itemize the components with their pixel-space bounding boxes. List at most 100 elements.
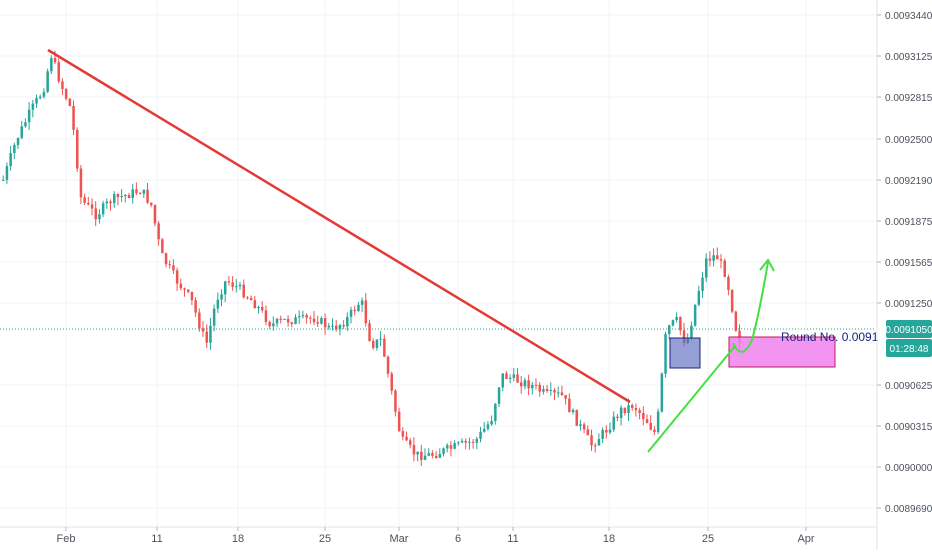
candle-down — [631, 405, 634, 409]
candle-up — [331, 325, 334, 327]
candle-down — [372, 340, 375, 348]
candle-up — [9, 153, 12, 167]
candle-down — [342, 325, 345, 327]
downtrend-line[interactable] — [47, 48, 631, 404]
candle-up — [579, 424, 582, 426]
candle-up — [360, 300, 364, 305]
candle-down — [553, 390, 556, 393]
candle-down — [364, 300, 368, 324]
price-tick-label: 0.0089690 — [885, 504, 932, 515]
candle-down — [708, 258, 712, 261]
candle-down — [594, 445, 597, 447]
time-tick-label: 25 — [319, 533, 331, 545]
grid — [0, 0, 877, 527]
candle-down — [386, 356, 390, 374]
candle-up — [446, 445, 449, 449]
candle-up — [668, 325, 671, 335]
candle-up — [494, 403, 497, 422]
candle-down — [394, 390, 397, 412]
candle-down — [649, 423, 652, 430]
candle-down — [723, 260, 726, 277]
candle-down — [505, 373, 508, 379]
candle-down — [168, 264, 171, 266]
candle-up — [298, 316, 301, 318]
candle-up — [612, 416, 615, 430]
candle-up — [294, 317, 297, 325]
time-tick-label: 18 — [603, 533, 615, 545]
round-number-label: Round No. 0.0091 — [781, 330, 879, 344]
candle-down — [279, 318, 282, 320]
blue-support-box[interactable] — [669, 337, 701, 369]
candle-up — [712, 255, 715, 261]
candle-up — [238, 284, 242, 287]
candle-up — [501, 373, 504, 388]
candle-down — [72, 106, 75, 130]
candle-down — [719, 259, 723, 261]
candle-down — [109, 201, 112, 204]
price-axis[interactable]: 0.0093440 0.0093125 0.0092815 0.0092500 0.00… — [877, 11, 932, 515]
candle-up — [5, 166, 9, 180]
candle-down — [190, 291, 194, 301]
candle-up — [209, 325, 212, 343]
candle-up — [105, 201, 109, 204]
uptrend-line[interactable] — [647, 345, 736, 453]
candle-up — [379, 338, 382, 340]
candle-down — [194, 300, 197, 313]
forecast-arrow[interactable] — [732, 261, 769, 353]
candle-down — [187, 289, 190, 292]
candle-down — [157, 223, 160, 240]
candle-down — [201, 328, 205, 332]
candle-down — [57, 62, 60, 82]
candle-down — [605, 429, 608, 433]
candle-down — [645, 419, 649, 424]
candle-down — [727, 276, 730, 290]
candle-down — [545, 389, 549, 391]
candle-down — [534, 384, 538, 386]
candle-down — [623, 407, 627, 413]
candle-up — [327, 325, 331, 328]
time-axis[interactable]: Feb 11 18 25 Mar 6 11 18 25 Apr — [57, 527, 815, 545]
candle-down — [420, 451, 423, 460]
candle-up — [2, 179, 5, 181]
candle-down — [568, 398, 571, 413]
candle-up — [320, 318, 323, 324]
candle-up — [98, 214, 101, 220]
candle-down — [716, 255, 719, 260]
price-tick-label: 0.0093440 — [885, 11, 932, 22]
price-tick-label: 0.0093125 — [885, 52, 932, 63]
candle-down — [575, 409, 578, 426]
candle-down — [53, 58, 57, 63]
candle-up — [508, 377, 512, 379]
candle-down — [434, 455, 438, 458]
candle-down — [164, 253, 168, 265]
candle-down — [409, 440, 412, 445]
pink-target-box[interactable] — [728, 336, 836, 368]
candle-down — [83, 197, 86, 203]
candle-up — [13, 144, 16, 154]
candle-down — [179, 283, 183, 289]
candle-down — [286, 318, 290, 323]
candle-up — [693, 304, 697, 326]
candle-up — [427, 453, 430, 456]
candle-down — [127, 194, 131, 199]
candle-down — [253, 300, 257, 309]
candle-up — [453, 443, 456, 449]
candle-up — [486, 424, 490, 429]
candle-up — [512, 374, 516, 378]
candle-up — [531, 384, 534, 389]
candle-down — [261, 306, 264, 311]
candle-down — [516, 374, 519, 383]
candle-up — [468, 441, 471, 443]
candle-up — [423, 455, 427, 460]
candle-down — [401, 431, 405, 437]
price-tick-label: 0.0092500 — [885, 135, 932, 146]
candle-up — [24, 122, 27, 127]
time-tick-label: 11 — [151, 533, 162, 545]
candle-up — [627, 405, 630, 413]
time-tick-label: 25 — [702, 533, 714, 545]
candle-up — [120, 196, 123, 198]
candle-up — [131, 189, 134, 199]
candle-up — [50, 58, 53, 72]
